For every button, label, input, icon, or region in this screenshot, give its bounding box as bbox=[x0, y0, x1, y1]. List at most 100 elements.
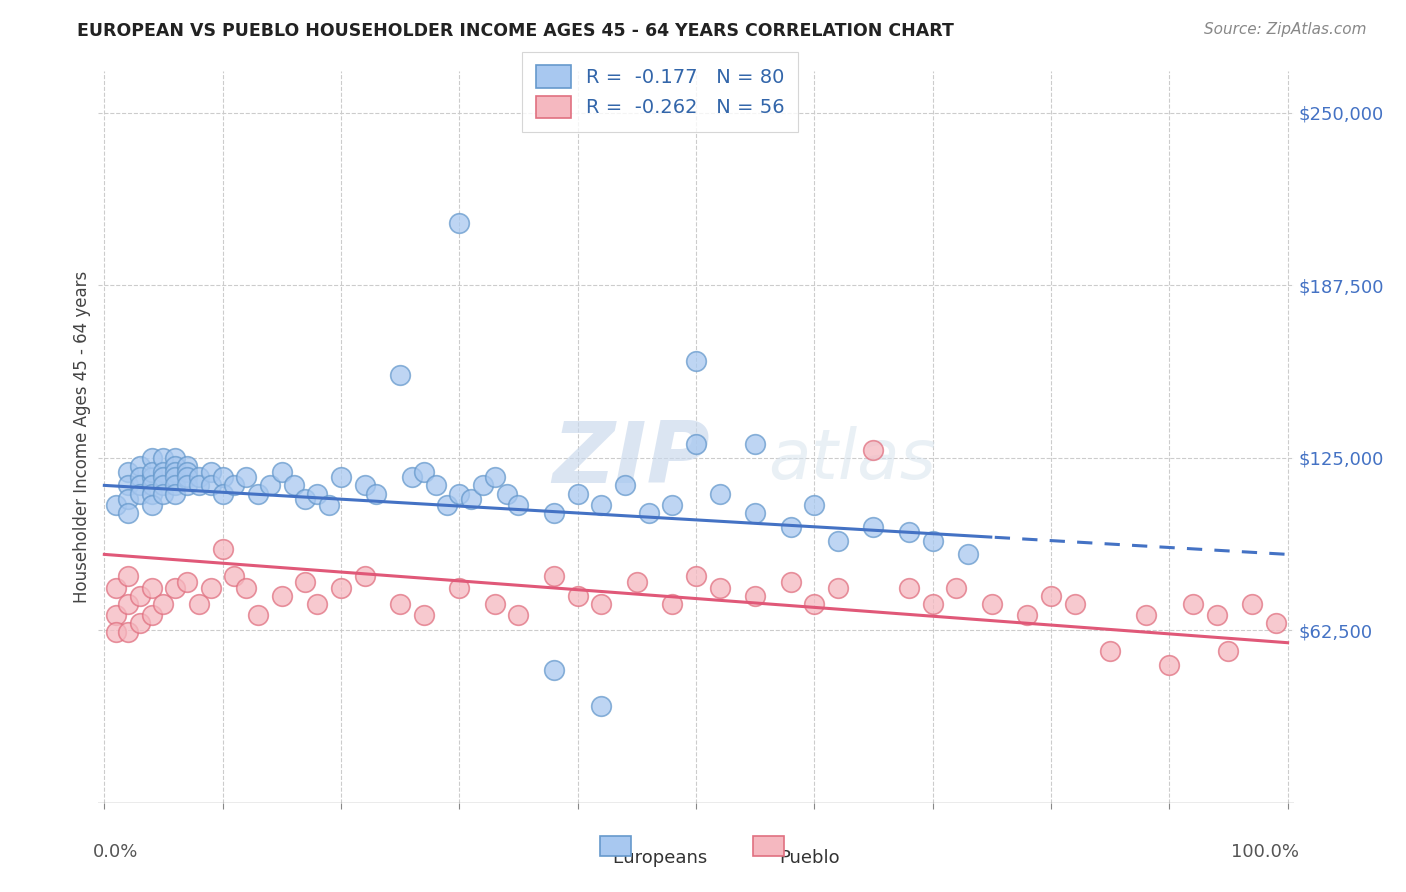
Point bbox=[685, 354, 707, 368]
Point bbox=[152, 450, 174, 465]
Point bbox=[543, 569, 565, 583]
Point bbox=[165, 450, 187, 465]
Point bbox=[165, 465, 187, 479]
Point bbox=[307, 597, 329, 611]
Point bbox=[188, 470, 211, 484]
Point bbox=[105, 608, 128, 623]
Point bbox=[591, 699, 613, 714]
Text: EUROPEAN VS PUEBLO HOUSEHOLDER INCOME AGES 45 - 64 YEARS CORRELATION CHART: EUROPEAN VS PUEBLO HOUSEHOLDER INCOME AG… bbox=[77, 22, 955, 40]
Point bbox=[744, 506, 766, 520]
Point bbox=[472, 478, 495, 492]
Point bbox=[128, 478, 150, 492]
Point bbox=[567, 486, 589, 500]
Point bbox=[141, 470, 163, 484]
Point bbox=[484, 597, 506, 611]
Point bbox=[128, 486, 150, 500]
Point bbox=[1218, 644, 1240, 658]
Text: ZIP: ZIP bbox=[553, 417, 710, 500]
Point bbox=[128, 589, 150, 603]
Point bbox=[449, 486, 471, 500]
Point bbox=[862, 442, 884, 457]
Point bbox=[637, 506, 659, 520]
Point bbox=[117, 465, 139, 479]
Point bbox=[176, 574, 198, 589]
Point bbox=[128, 616, 150, 631]
Point bbox=[200, 581, 222, 595]
Point bbox=[412, 465, 434, 479]
Point bbox=[436, 498, 458, 512]
Point bbox=[744, 589, 766, 603]
Point bbox=[803, 498, 825, 512]
Point bbox=[117, 506, 139, 520]
Point bbox=[141, 478, 163, 492]
Point bbox=[211, 486, 233, 500]
Point bbox=[330, 581, 353, 595]
Point bbox=[484, 470, 506, 484]
Point bbox=[211, 470, 233, 484]
Point bbox=[1099, 644, 1122, 658]
Text: Source: ZipAtlas.com: Source: ZipAtlas.com bbox=[1204, 22, 1367, 37]
Point bbox=[235, 470, 257, 484]
Point bbox=[709, 486, 731, 500]
Point bbox=[1205, 608, 1227, 623]
Point bbox=[247, 608, 270, 623]
Point bbox=[389, 368, 412, 382]
Point bbox=[1159, 657, 1181, 672]
Point bbox=[1135, 608, 1157, 623]
Point bbox=[897, 581, 920, 595]
Point bbox=[270, 465, 292, 479]
Point bbox=[152, 486, 174, 500]
Point bbox=[543, 663, 565, 677]
Point bbox=[117, 492, 139, 507]
Point bbox=[425, 478, 447, 492]
Point bbox=[117, 569, 139, 583]
Point bbox=[176, 458, 198, 473]
Point bbox=[1039, 589, 1062, 603]
Point bbox=[165, 478, 187, 492]
Point bbox=[495, 486, 517, 500]
Point bbox=[508, 608, 530, 623]
Text: Pueblo: Pueblo bbox=[779, 848, 841, 867]
Point bbox=[224, 569, 246, 583]
Point bbox=[685, 437, 707, 451]
Point bbox=[1264, 616, 1286, 631]
Point bbox=[270, 589, 292, 603]
Point bbox=[294, 574, 316, 589]
Point bbox=[412, 608, 434, 623]
Point bbox=[614, 478, 637, 492]
Point bbox=[141, 486, 163, 500]
Point bbox=[247, 486, 270, 500]
Point bbox=[366, 486, 388, 500]
Point bbox=[945, 581, 967, 595]
Point bbox=[330, 470, 353, 484]
Point bbox=[141, 608, 163, 623]
Point bbox=[921, 597, 943, 611]
Point bbox=[779, 574, 801, 589]
Text: Europeans: Europeans bbox=[613, 848, 707, 867]
Point bbox=[176, 470, 198, 484]
Point bbox=[1241, 597, 1264, 611]
Point bbox=[318, 498, 340, 512]
Text: 100.0%: 100.0% bbox=[1232, 843, 1299, 861]
Point bbox=[897, 525, 920, 540]
Point bbox=[141, 581, 163, 595]
Point bbox=[141, 450, 163, 465]
Point bbox=[152, 470, 174, 484]
Point bbox=[152, 597, 174, 611]
Point bbox=[224, 478, 246, 492]
Point bbox=[176, 478, 198, 492]
Point bbox=[165, 486, 187, 500]
Point bbox=[803, 597, 825, 611]
Point bbox=[779, 520, 801, 534]
Point bbox=[1181, 597, 1204, 611]
Text: 0.0%: 0.0% bbox=[93, 843, 138, 861]
Point bbox=[827, 533, 849, 548]
Point bbox=[141, 465, 163, 479]
Point bbox=[165, 458, 187, 473]
Point bbox=[460, 492, 482, 507]
Point bbox=[211, 541, 233, 556]
Point bbox=[401, 470, 423, 484]
Point bbox=[188, 597, 211, 611]
Point bbox=[685, 569, 707, 583]
Point bbox=[188, 478, 211, 492]
